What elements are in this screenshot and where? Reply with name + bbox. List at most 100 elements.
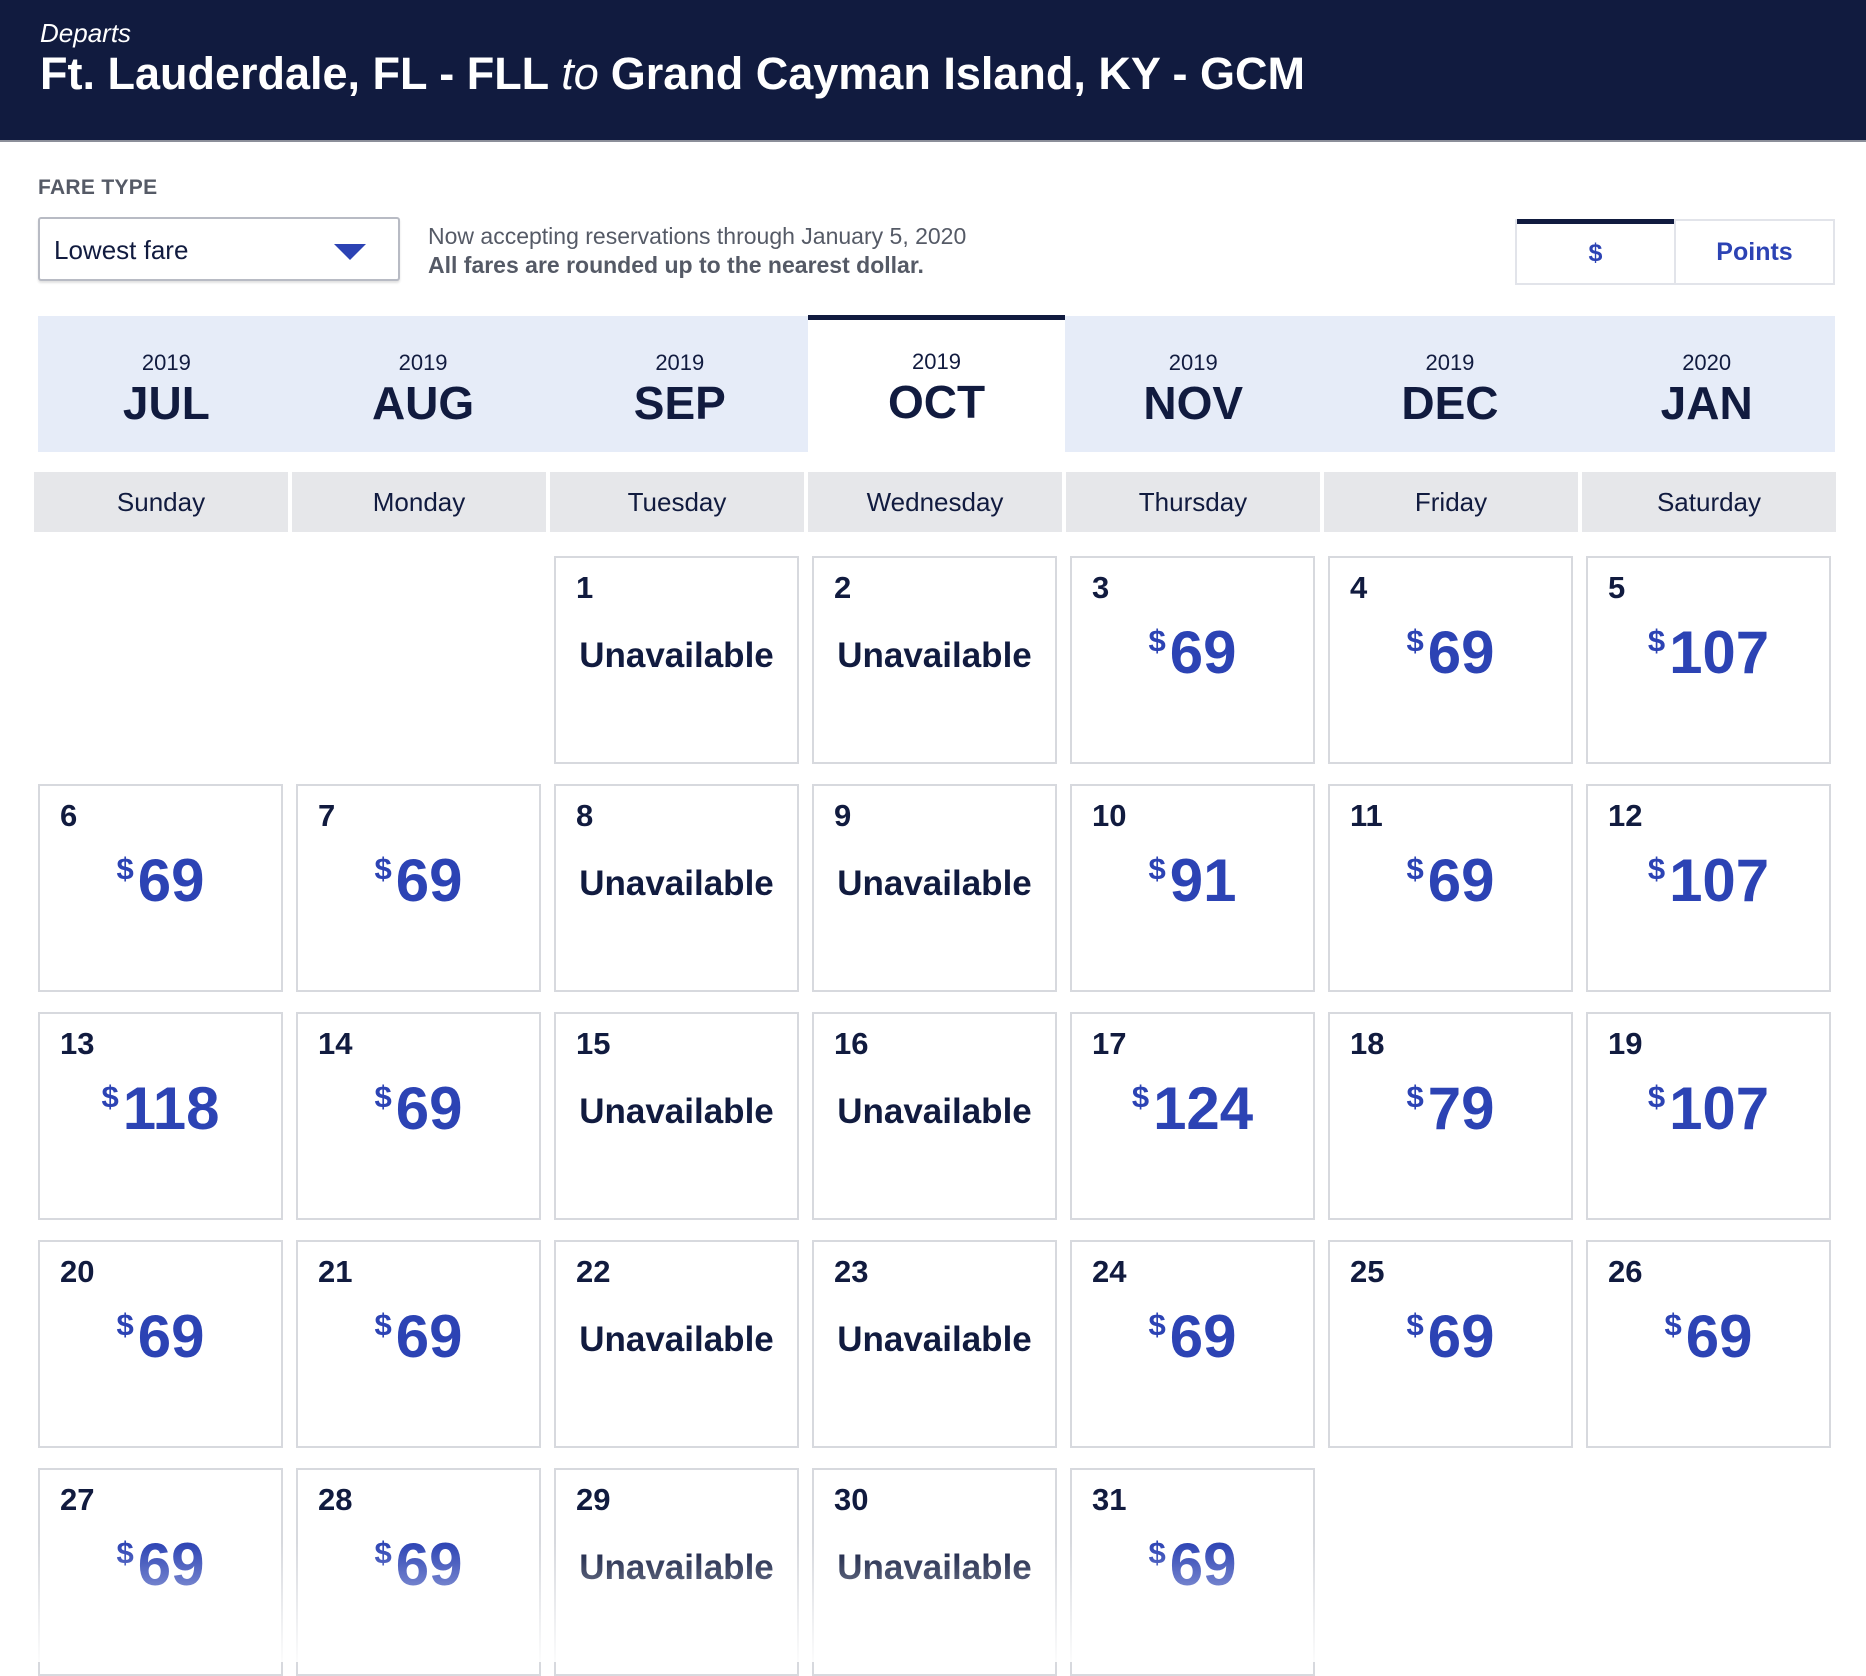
calendar-day-cell[interactable]: 21 $69 [296, 1240, 541, 1448]
month-tabs: 2019 JUL 2019 AUG 2019 SEP 2019 OCT 2019 NOV 2019 D… [38, 315, 1835, 452]
chevron-down-icon [334, 244, 366, 260]
fare-amount: 69 [395, 1531, 463, 1598]
month-tab-year: 2019 [912, 349, 961, 374]
month-tab-name: SEP [633, 377, 726, 429]
month-tab-sep[interactable]: 2019 SEP [551, 316, 808, 452]
calendar-day-cell[interactable]: 19 $107 [1586, 1012, 1831, 1220]
fare-price: $69 [298, 1302, 539, 1371]
calendar-day-cell: 8 Unavailable [554, 784, 799, 992]
fare-status: Unavailable [579, 1320, 774, 1359]
day-number: 16 [834, 1026, 869, 1061]
day-number: 21 [318, 1254, 353, 1289]
fare-amount: 69 [137, 1303, 205, 1370]
fare-status: Unavailable [837, 1320, 1032, 1359]
fare-status: Unavailable [579, 1092, 774, 1131]
calendar-day-cell: 23 Unavailable [812, 1240, 1057, 1448]
calendar-day-cell[interactable]: 4 $69 [1328, 556, 1573, 764]
fare-price: $69 [40, 1530, 281, 1599]
fare-type-label: FARE TYPE [38, 176, 158, 199]
fare-price: $69 [298, 1074, 539, 1143]
day-number: 12 [1608, 798, 1643, 833]
fare-amount: 107 [1669, 619, 1770, 686]
currency-symbol: $ [1406, 623, 1424, 658]
calendar-day-cell: 9 Unavailable [812, 784, 1057, 992]
day-number: 13 [60, 1026, 95, 1061]
month-tab-jul[interactable]: 2019 JUL [38, 316, 295, 452]
month-tab-jan[interactable]: 2020 JAN [1578, 316, 1835, 452]
calendar-day-cell[interactable]: 25 $69 [1328, 1240, 1573, 1448]
calendar-day-cell[interactable]: 13 $118 [38, 1012, 283, 1220]
day-number: 29 [576, 1482, 611, 1517]
weekday-tuesday: Tuesday [550, 472, 804, 532]
calendar-day-cell[interactable]: 5 $107 [1586, 556, 1831, 764]
day-number: 30 [834, 1482, 869, 1517]
day-number: 4 [1350, 570, 1368, 605]
fare-amount: 107 [1669, 847, 1770, 914]
month-tab-nov[interactable]: 2019 NOV [1065, 316, 1322, 452]
day-number: 7 [318, 798, 336, 833]
month-tab-dec[interactable]: 2019 DEC [1322, 316, 1579, 452]
calendar-day-cell[interactable]: 10 $91 [1070, 784, 1315, 992]
calendar-day-cell[interactable]: 18 $79 [1328, 1012, 1573, 1220]
currency-points-option[interactable]: Points [1674, 221, 1833, 283]
fare-amount: 69 [1169, 1303, 1237, 1370]
fare-status: Unavailable [837, 1092, 1032, 1131]
day-number: 24 [1092, 1254, 1127, 1289]
departs-label: Departs [40, 18, 132, 48]
calendar-day-cell[interactable]: 20 $69 [38, 1240, 283, 1448]
month-tab-name: NOV [1143, 377, 1244, 429]
fare-status: Unavailable [579, 636, 774, 675]
calendar-day-cell[interactable]: 6 $69 [38, 784, 283, 992]
currency-symbol: $ [1148, 1307, 1166, 1342]
calendar-day-cell[interactable]: 17 $124 [1070, 1012, 1315, 1220]
fare-amount: 69 [1169, 619, 1237, 686]
currency-dollars-option[interactable]: $ [1517, 219, 1674, 283]
fare-price: $69 [1072, 1302, 1313, 1371]
month-tab-aug[interactable]: 2019 AUG [295, 316, 552, 452]
calendar-day-cell[interactable]: 3 $69 [1070, 556, 1315, 764]
fare-price: $107 [1588, 618, 1829, 687]
fare-type-select[interactable]: Lowest fare [38, 217, 400, 281]
fare-amount: 69 [137, 1531, 205, 1598]
fare-type-value: Lowest fare [54, 235, 189, 265]
calendar-day-cell[interactable]: 31 $69 [1070, 1468, 1315, 1676]
fare-status: Unavailable [837, 864, 1032, 903]
month-tab-year: 2019 [655, 350, 705, 375]
calendar-day-cell[interactable]: 11 $69 [1328, 784, 1573, 992]
calendar-day-cell[interactable]: 14 $69 [296, 1012, 541, 1220]
fare-calendar-grid: 1 Unavailable 2 Unavailable 3 $69 4 $69 5 $107 6 $6… [38, 556, 1836, 1676]
reservation-window-text: Now accepting reservations through Janua… [428, 223, 967, 249]
rounding-note: All fares are rounded up to the nearest … [428, 252, 924, 278]
currency-symbol: $ [1406, 1307, 1424, 1342]
fare-price: $69 [298, 1530, 539, 1599]
calendar-day-cell[interactable]: 12 $107 [1586, 784, 1831, 992]
calendar-day-cell[interactable]: 26 $69 [1586, 1240, 1831, 1448]
calendar-day-cell[interactable]: 28 $69 [296, 1468, 541, 1676]
currency-symbol: $ [1664, 1307, 1682, 1342]
weekday-thursday: Thursday [1066, 472, 1320, 532]
calendar-day-cell[interactable]: 27 $69 [38, 1468, 283, 1676]
currency-symbol: $ [374, 1535, 392, 1570]
calendar-day-cell[interactable]: 24 $69 [1070, 1240, 1315, 1448]
currency-symbol: $ [374, 1307, 392, 1342]
calendar-day-cell: 15 Unavailable [554, 1012, 799, 1220]
currency-symbol: $ [1406, 851, 1424, 886]
weekday-saturday: Saturday [1582, 472, 1836, 532]
month-tab-oct[interactable]: 2019 OCT [808, 315, 1065, 452]
fare-price: $69 [1330, 618, 1571, 687]
month-tab-year: 2019 [141, 350, 191, 375]
calendar-day-cell[interactable]: 7 $69 [296, 784, 541, 992]
fare-status: Unavailable [837, 636, 1032, 675]
month-tab-year: 2020 [1682, 350, 1732, 375]
fare-amount: 69 [1427, 619, 1495, 686]
calendar-blank-cell [296, 556, 541, 764]
fare-status: Unavailable [579, 864, 774, 903]
calendar-day-cell: 22 Unavailable [554, 1240, 799, 1448]
fare-status: Unavailable [579, 1548, 774, 1587]
weekday-friday: Friday [1324, 472, 1578, 532]
fare-amount: 69 [1685, 1303, 1753, 1370]
fare-price: $69 [1330, 1302, 1571, 1371]
day-number: 15 [576, 1026, 611, 1061]
currency-symbol: $ [116, 1535, 134, 1570]
day-number: 1 [576, 570, 594, 605]
